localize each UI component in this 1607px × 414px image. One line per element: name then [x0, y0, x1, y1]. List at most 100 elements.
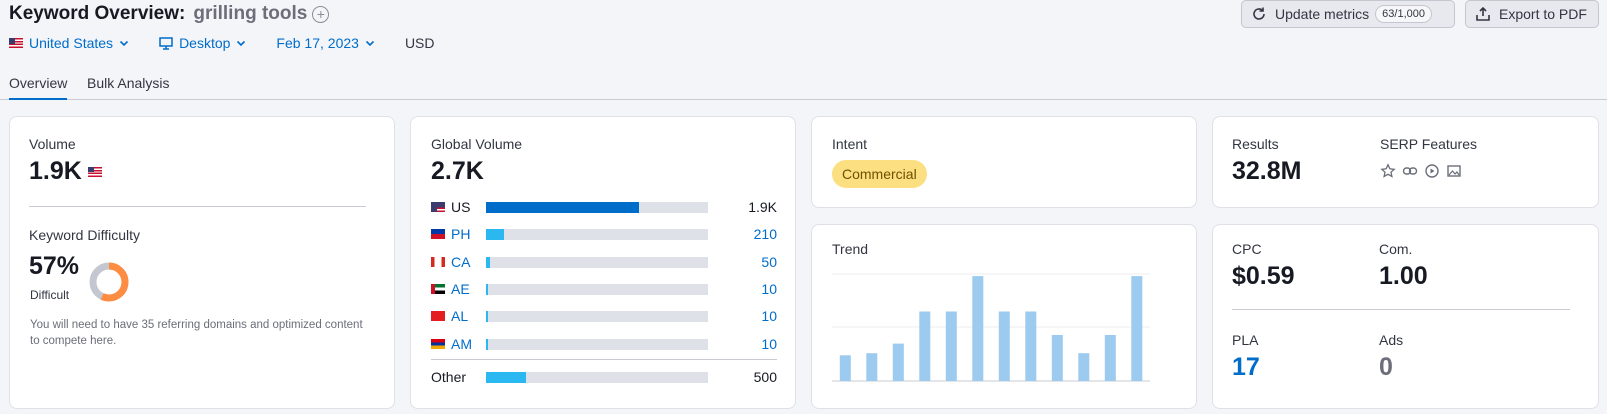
volume-bar-fill [486, 256, 491, 268]
keyword-difficulty-label: Keyword Difficulty [29, 227, 141, 243]
competition-label: Com. [1379, 241, 1413, 257]
results-value: 32.8M [1232, 157, 1302, 185]
pla-value[interactable]: 17 [1232, 353, 1260, 381]
keyword-title: grilling tools [193, 3, 308, 24]
cpc-label: CPC [1232, 241, 1262, 257]
country-row-al[interactable]: AL 10 [431, 306, 777, 326]
link-icon [1402, 163, 1418, 179]
date-selector[interactable]: Feb 17, 2023 [276, 35, 375, 51]
image-icon [1446, 163, 1462, 179]
add-to-list-icon[interactable]: + [312, 5, 330, 23]
global-volume-label: Global Volume [431, 136, 523, 152]
country-volume-value[interactable]: 50 [761, 253, 777, 270]
tab-bulk-analysis[interactable]: Bulk Analysis [87, 75, 170, 91]
divider [29, 206, 366, 207]
chevron-down-icon [119, 40, 129, 47]
country-code[interactable]: AL [451, 308, 469, 325]
trend-bar [1104, 335, 1116, 381]
intent-badge: Commercial [832, 160, 927, 188]
difficulty-donut-chart [89, 262, 129, 302]
star-icon [1380, 163, 1396, 179]
trend-bar [1025, 311, 1037, 381]
pla-label: PLA [1232, 332, 1259, 348]
am-flag-icon [431, 338, 445, 349]
country-volume-value[interactable]: 10 [761, 308, 777, 325]
trend-card: Trend [811, 224, 1197, 409]
serp-features-icons [1380, 163, 1462, 179]
trend-bar [866, 353, 878, 381]
volume-bar-fill [486, 311, 489, 323]
ca-flag-icon [431, 256, 445, 267]
trend-bar [1078, 353, 1090, 381]
filter-bar: United States Desktop Feb 17, 2023 USD [9, 35, 435, 51]
volume-bar-track [486, 372, 708, 383]
results-card: Results 32.8M SERP Features [1212, 116, 1599, 208]
other-label: Other [431, 369, 467, 385]
global-volume-card: Global Volume 2.7K US 1.9K PH 210 CA 50 AE 10 AL… [410, 116, 796, 409]
divider [431, 359, 777, 360]
difficulty-description: You will need to have 35 referring domai… [30, 319, 363, 347]
divider [1232, 309, 1570, 310]
country-code[interactable]: PH [451, 226, 471, 243]
ae-flag-icon [431, 283, 445, 294]
difficulty-level: Difficult [30, 288, 70, 302]
trend-bar [1051, 335, 1063, 381]
volume-bar-track [486, 256, 708, 268]
volume-bar-track [486, 283, 708, 295]
country-label: United States [29, 35, 114, 51]
device-selector[interactable]: Desktop [159, 35, 246, 51]
country-code[interactable]: AE [451, 280, 470, 297]
country-row-us: US 1.9K [431, 197, 777, 217]
ads-value: 0 [1379, 353, 1393, 381]
video-icon [1424, 163, 1440, 179]
currency-label: USD [404, 35, 435, 51]
update-metrics-button[interactable]: Update metrics 63/1,000 [1241, 0, 1455, 28]
country-selector[interactable]: United States [9, 35, 129, 51]
us-flag-icon [87, 166, 102, 177]
volume-bar-track [486, 338, 708, 350]
tab-overview[interactable]: Overview [9, 74, 68, 100]
update-counter-badge: 63/1,000 [1375, 5, 1432, 23]
country-volume-value[interactable]: 10 [761, 335, 777, 352]
results-label: Results [1232, 136, 1279, 152]
country-row-am[interactable]: AM 10 [431, 334, 777, 354]
update-metrics-label: Update metrics [1275, 6, 1370, 22]
export-pdf-label: Export to PDF [1499, 6, 1587, 22]
competition-value: 1.00 [1379, 262, 1428, 290]
country-volume-value[interactable]: 10 [761, 280, 777, 297]
country-row-ca[interactable]: CA 50 [431, 252, 777, 272]
us-flag-icon [9, 38, 23, 48]
volume-bar-fill [486, 229, 504, 241]
intent-card: Intent Commercial [811, 116, 1197, 208]
trend-label: Trend [832, 241, 869, 257]
page-title-row: Keyword Overview: grilling tools + [9, 3, 330, 25]
refresh-icon [1251, 6, 1267, 22]
trend-chart [832, 273, 1150, 382]
trend-bar [972, 276, 984, 381]
country-code[interactable]: CA [451, 253, 471, 270]
cpc-value: $0.59 [1232, 262, 1295, 290]
serp-features-label: SERP Features [1380, 136, 1478, 152]
country-code[interactable]: AM [451, 335, 472, 352]
ads-label: Ads [1379, 332, 1404, 348]
keyword-difficulty-value: 57% [29, 252, 80, 280]
page-title: Keyword Overview: [9, 3, 186, 24]
trend-bar [998, 311, 1010, 381]
volume-bar-fill [486, 283, 489, 295]
intent-label: Intent [832, 136, 868, 152]
export-pdf-button[interactable]: Export to PDF [1465, 0, 1599, 28]
volume-card: Volume 1.9K Keyword Difficulty 57% Diffi… [9, 116, 395, 409]
desktop-icon [159, 36, 173, 50]
cpc-card: CPC $0.59 Com. 1.00 PLA 17 Ads 0 [1212, 224, 1599, 409]
us-flag-icon [431, 202, 445, 212]
country-row-ae[interactable]: AE 10 [431, 279, 777, 299]
chevron-down-icon [365, 40, 375, 47]
country-volume-value[interactable]: 210 [753, 226, 777, 243]
volume-bar-track [486, 311, 708, 323]
country-volume-value: 1.9K [748, 199, 777, 215]
volume-bar-track [486, 229, 708, 241]
country-row-ph[interactable]: PH 210 [431, 224, 777, 244]
export-icon [1475, 6, 1491, 22]
global-volume-value: 2.7K [431, 157, 484, 185]
volume-label: Volume [29, 136, 76, 152]
